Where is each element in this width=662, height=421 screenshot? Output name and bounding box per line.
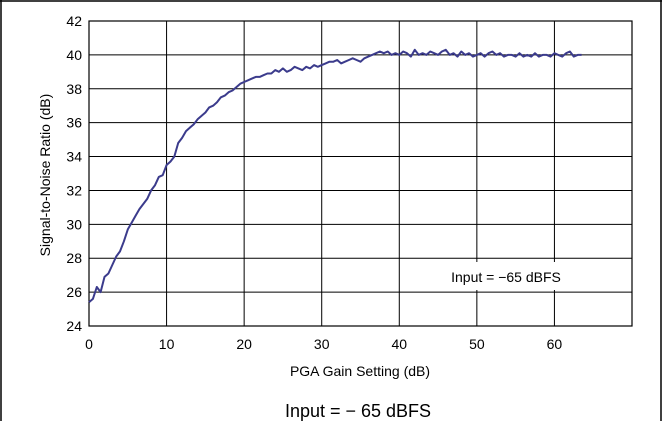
x-tick-label: 40 [391,336,407,352]
snr-series-line [88,48,582,304]
x-axis-label: PGA Gain Setting (dB) [290,363,430,379]
y-tick-label: 28 [66,250,82,266]
x-tick-label: 30 [314,336,330,352]
annotation-background [428,262,584,290]
y-tick-label: 34 [66,149,82,165]
y-tick-label: 42 [66,13,82,29]
x-tick-label: 10 [159,336,175,352]
figure-caption: Input = − 65 dBFS [285,401,431,421]
x-tick-label: 50 [469,336,485,352]
x-tick-label: 20 [236,336,252,352]
y-tick-label: 24 [66,318,82,334]
y-tick-label: 30 [66,216,82,232]
x-tick-labels: 0 10 20 30 40 50 60 [85,336,562,352]
y-tick-label: 36 [66,115,82,131]
y-tick-label: 40 [66,47,82,63]
x-tick-label: 60 [547,336,563,352]
annotation-label: Input = −65 dBFS [451,269,561,285]
y-tick-label: 32 [66,182,82,198]
x-tick-label: 0 [85,336,93,352]
y-tick-labels: 24 26 28 30 32 34 36 38 40 42 [66,13,82,334]
y-axis-label: Signal-to-Noise Ratio (dB) [37,94,53,257]
y-tick-label: 26 [66,284,82,300]
plot-area-border [88,20,633,327]
y-tick-label: 38 [66,81,82,97]
